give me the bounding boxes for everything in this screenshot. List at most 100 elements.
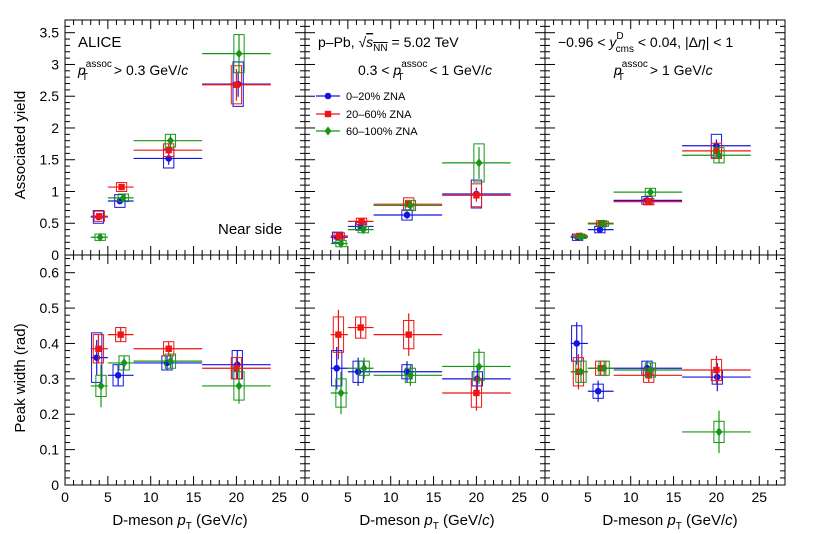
data-point-green	[202, 368, 271, 404]
near-side-label: Near side	[218, 221, 282, 238]
marker-square	[118, 183, 125, 191]
y-tick-label: 0.5	[40, 215, 60, 231]
marker-diamond	[646, 187, 654, 197]
data-point-red	[90, 334, 108, 364]
marker-circle	[114, 372, 122, 379]
data-point-blue	[373, 361, 443, 383]
x-axis-title-3: D-meson pT (GeV/c)	[602, 512, 737, 532]
data-point-red	[133, 341, 203, 357]
marker-square	[473, 192, 480, 199]
panel-3	[544, 19, 786, 256]
x-tick-label: 15	[186, 489, 202, 505]
marker-diamond	[166, 356, 174, 366]
data-point-blue	[373, 209, 443, 221]
x-tick-label: 20	[709, 489, 725, 505]
marker-diamond	[120, 358, 128, 368]
panel2-cut-label: 0.3 < passoc T < 1 GeV/c	[358, 59, 492, 83]
y-tick-label: 3	[51, 56, 59, 72]
data-point-red	[107, 182, 134, 192]
marker-square	[713, 147, 720, 155]
marker-diamond	[337, 388, 345, 398]
svg-text:D-meson pT (GeV/c): D-meson pT (GeV/c)	[602, 512, 737, 532]
marker-diamond	[577, 367, 585, 377]
y-tick-label: 2.5	[40, 88, 60, 104]
marker-diamond	[235, 49, 243, 59]
data-point-green	[107, 355, 134, 371]
marker-diamond	[475, 361, 483, 371]
rapidity-label: −0.96 < yD cms < 0.04, |Δη| < 1	[558, 31, 733, 55]
y-tick-label: 3.5	[40, 25, 60, 41]
marker-diamond	[235, 381, 243, 391]
marker-diamond	[406, 370, 414, 380]
panels: 00.511.522.533.50 5 10 15 20 2500.10.20.30.40…	[40, 19, 786, 505]
data-point-green	[587, 219, 614, 229]
svg-text:D-meson pT (GeV/c): D-meson pT (GeV/c)	[112, 512, 247, 532]
data-point-green	[90, 364, 108, 408]
marker-circle	[594, 387, 602, 395]
system-label: p–Pb, √sNN = 5.02 TeV	[318, 34, 459, 54]
y-tick-label: 0	[51, 247, 59, 263]
data-point-green	[347, 357, 374, 379]
data-point-blue	[347, 357, 374, 386]
marker-diamond	[97, 381, 105, 391]
data-point-blue	[330, 347, 348, 390]
marker-square	[165, 147, 172, 154]
marker-diamond	[475, 158, 483, 168]
data-point-green	[330, 371, 348, 415]
data-point-green	[202, 34, 271, 74]
marker-circle	[713, 373, 721, 381]
x-axis-title-2: D-meson pT (GeV/c)	[359, 512, 494, 532]
panel-2	[304, 19, 546, 256]
marker-square	[96, 213, 103, 220]
data-point-red	[373, 313, 443, 356]
x-tick-label: 10	[383, 489, 399, 505]
experiment-label: ALICE	[78, 34, 121, 51]
y-tick-label: 0.6	[40, 265, 60, 281]
marker-square	[357, 324, 364, 331]
x-tick-label: 20	[229, 489, 245, 505]
data-point-red	[347, 217, 374, 226]
marker-square	[336, 232, 343, 240]
y-tick-label: 0.4	[40, 335, 60, 351]
data-point-green	[570, 232, 588, 242]
data-point-green	[373, 199, 443, 212]
data-point-red	[107, 327, 134, 343]
marker-square	[645, 198, 652, 205]
panel-4: 0 5 10 15 20 25 0 0.1 0.2 0.3 0.4 0.5 0.6	[40, 254, 306, 505]
data-point-red	[202, 357, 271, 380]
panel-6: 0 5 10 15 20 25	[541, 254, 786, 505]
data-point-red	[442, 183, 511, 208]
data-point-green	[347, 225, 374, 235]
marker-square	[233, 365, 240, 372]
x-tick-label: 15	[426, 489, 442, 505]
data-point-green	[613, 187, 683, 197]
data-point-green	[682, 147, 751, 164]
marker-diamond	[360, 363, 368, 373]
panel-1: 0 0.5 1 1.5 2 2.5 3 3.5	[40, 19, 306, 263]
legend-marker-1	[324, 110, 332, 118]
x-tick-label: 10	[623, 489, 639, 505]
x-tick-label: 15	[666, 489, 682, 505]
marker-circle	[573, 340, 581, 347]
data-point-red	[613, 197, 683, 206]
x-tick-label: 10	[143, 489, 159, 505]
marker-diamond	[646, 365, 654, 375]
marker-circle	[403, 211, 411, 219]
top-y-axis-title: Associated yield	[12, 91, 29, 199]
legend-label-1: 20–60% ZNA	[346, 109, 412, 121]
data-point-red	[442, 375, 511, 411]
marker-square	[713, 366, 720, 374]
marker-square	[358, 218, 365, 225]
marker-square	[117, 331, 124, 338]
marker-square	[165, 345, 172, 352]
panel-frame	[304, 254, 546, 486]
x-tick-label: 0	[301, 489, 309, 505]
marker-square	[335, 331, 342, 338]
y-tick-label: 0.1	[40, 442, 60, 458]
data-point-red	[202, 65, 271, 105]
x-tick-label: 5	[584, 489, 592, 505]
data-point-red	[373, 197, 443, 212]
data-point-green	[682, 410, 751, 454]
legend-marker-0	[324, 92, 332, 100]
